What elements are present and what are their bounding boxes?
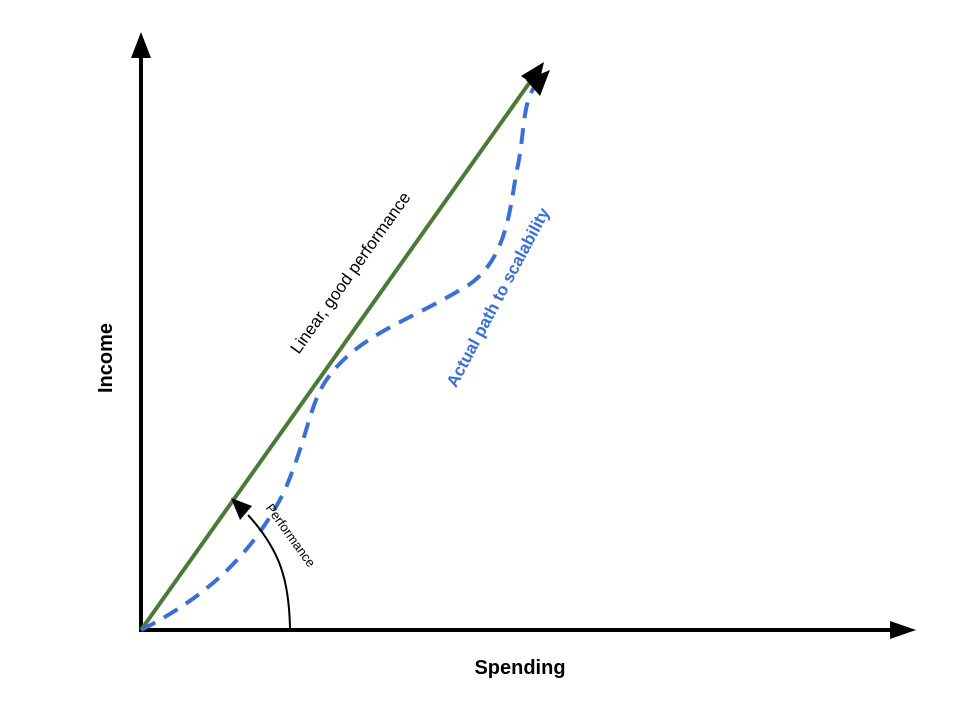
actual-path-label: Actual path to scalability	[443, 204, 554, 390]
performance-arrowhead	[231, 498, 252, 520]
performance-arc	[231, 498, 291, 629]
actual-path-arrowhead	[526, 70, 550, 96]
x-axis-arrowhead	[890, 621, 916, 639]
y-axis-label: Income	[95, 323, 117, 393]
performance-label: Performance	[263, 501, 319, 570]
actual-path-curve	[140, 70, 550, 632]
x-axis-label: Spending	[474, 657, 565, 679]
y-axis-arrowhead	[131, 32, 151, 58]
y-axis	[131, 32, 151, 630]
linear-performance-line	[139, 62, 544, 632]
x-axis	[139, 621, 916, 639]
